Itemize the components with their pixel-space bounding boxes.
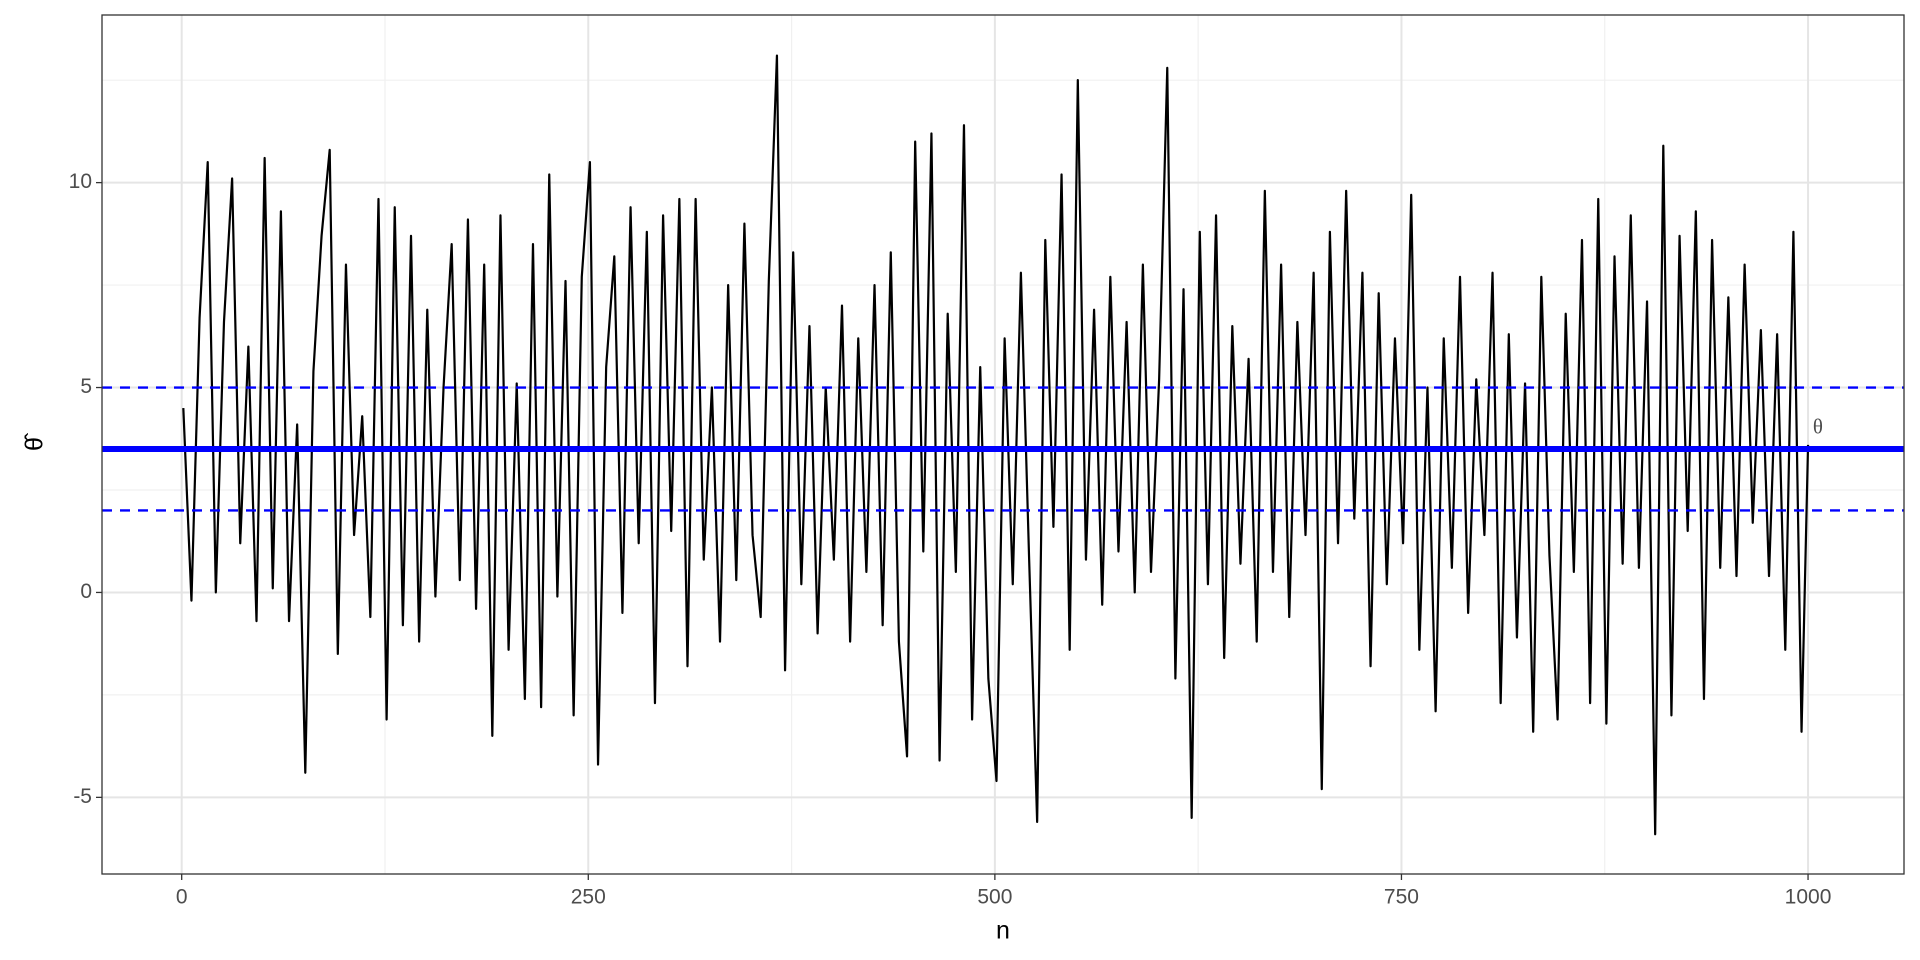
y-tick-label: 0	[80, 580, 92, 603]
x-axis-title: n	[996, 917, 1010, 945]
y-tick-label: 5	[80, 375, 92, 398]
x-tick-label: 250	[571, 886, 606, 909]
x-tick-label: 750	[1384, 886, 1419, 909]
y-axis-title: θ̂	[21, 432, 49, 451]
data-line	[182, 54, 1810, 836]
x-tick-label: 500	[977, 886, 1012, 909]
annotation: θ	[1813, 414, 1823, 438]
y-tick-label: 10	[69, 170, 92, 193]
y-tick-label: -5	[73, 785, 92, 808]
x-tick-label: 1000	[1785, 886, 1832, 909]
x-tick-label: 0	[176, 886, 188, 909]
panel-border	[101, 14, 1905, 875]
